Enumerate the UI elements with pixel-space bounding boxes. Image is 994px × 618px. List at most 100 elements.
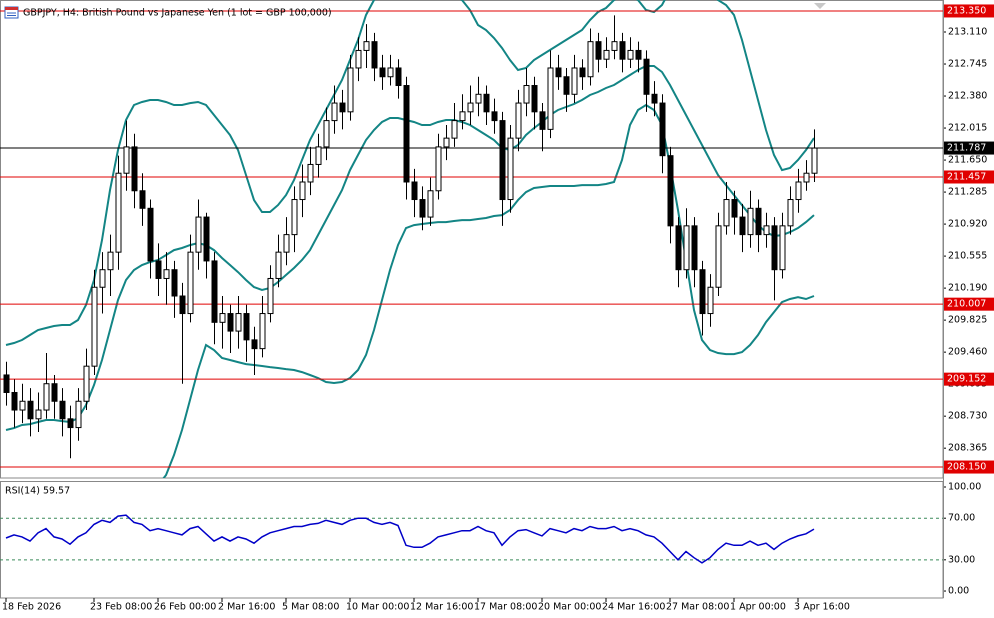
candle-body xyxy=(547,67,554,130)
candle-body xyxy=(659,102,666,157)
candle-body xyxy=(643,58,650,95)
candle-body xyxy=(99,269,106,288)
candle-body xyxy=(131,146,138,192)
candle-body xyxy=(763,225,770,236)
x-tick-label: 24 Mar 16:00 xyxy=(602,602,665,613)
candle-body xyxy=(523,85,530,104)
bollinger-band xyxy=(162,103,815,478)
candle-body xyxy=(299,181,306,201)
candle-body xyxy=(539,111,546,130)
y-tick-label: 209.460 xyxy=(948,347,987,358)
candle-body xyxy=(627,49,634,60)
candle-body xyxy=(355,49,362,69)
candle-body xyxy=(283,234,290,253)
bollinger-band xyxy=(5,65,815,431)
x-tick-label: 3 Apr 16:00 xyxy=(794,602,850,613)
candle-body xyxy=(595,41,602,60)
y-tick-label: 210.920 xyxy=(948,219,987,230)
candle-body xyxy=(795,181,802,201)
main-plot xyxy=(0,0,943,478)
candle-body xyxy=(371,41,378,69)
candle-body xyxy=(507,137,514,201)
candle-body xyxy=(75,400,82,429)
y-tick-label: 209.825 xyxy=(948,315,987,326)
rsi-pane xyxy=(0,481,944,599)
y-tick-label: 211.285 xyxy=(948,187,987,198)
candle-body xyxy=(563,76,570,95)
candle-body xyxy=(435,146,442,192)
y-tick-label: 213.110 xyxy=(948,27,987,38)
candle-body xyxy=(195,216,202,253)
price-label: 208.150 xyxy=(947,462,986,473)
candle-body xyxy=(235,313,242,332)
candle-body xyxy=(323,120,330,148)
y-tick-label: 212.745 xyxy=(948,59,987,70)
rsi-tick-label: 70.00 xyxy=(948,513,975,524)
price-label: 211.787 xyxy=(947,143,986,154)
candle-body xyxy=(203,216,210,262)
candle-body xyxy=(227,313,234,332)
price-label: 211.457 xyxy=(947,171,986,182)
y-tick-label: 210.555 xyxy=(948,251,987,262)
candle-body xyxy=(339,102,346,113)
x-tick-label: 17 Mar 08:00 xyxy=(474,602,537,613)
price-label: 209.152 xyxy=(947,374,986,385)
candle-body xyxy=(403,85,410,183)
y-tick-label: 212.380 xyxy=(948,91,987,102)
x-tick-label: 1 Apr 00:00 xyxy=(730,602,786,613)
candle-body xyxy=(83,365,90,402)
price-label-box xyxy=(944,460,994,474)
candle-body xyxy=(147,207,154,262)
candle-body xyxy=(555,67,562,78)
candle-body xyxy=(107,251,114,271)
candle-body xyxy=(395,67,402,87)
candle-body xyxy=(603,49,610,60)
candle-body xyxy=(259,313,266,350)
price-label-box xyxy=(944,170,994,184)
candle-body xyxy=(51,383,58,402)
candle-body xyxy=(27,400,34,420)
candle-body xyxy=(707,286,714,315)
price-label-box xyxy=(944,297,994,311)
price-label: 213.350 xyxy=(947,5,986,16)
candle-body xyxy=(491,111,498,122)
x-tick-label: 27 Mar 08:00 xyxy=(666,602,729,613)
x-tick-label: 26 Feb 00:00 xyxy=(154,602,216,613)
candle-body xyxy=(11,391,18,411)
candle-body xyxy=(43,383,50,411)
price-label: 210.007 xyxy=(947,299,986,310)
candle-body xyxy=(331,102,338,122)
rsi-tick-label: 30.00 xyxy=(948,554,975,565)
chart-title: GBPJPY, H4: British Pound vs Japanese Ye… xyxy=(23,8,332,19)
candle-body xyxy=(499,120,506,201)
candle-body xyxy=(451,120,458,139)
candle-body xyxy=(347,67,354,113)
candle-body xyxy=(443,137,450,148)
candle-body xyxy=(635,49,642,60)
x-tick-label: 2 Mar 16:00 xyxy=(218,602,275,613)
candle-body xyxy=(699,269,706,315)
candle-body xyxy=(171,269,178,297)
candle-body xyxy=(459,111,466,122)
candle-body xyxy=(483,93,490,113)
candle-body xyxy=(163,269,170,279)
y-tick-label: 212.015 xyxy=(948,123,987,134)
candle-body xyxy=(467,102,474,113)
candle-body xyxy=(243,313,250,341)
candle-body xyxy=(219,313,226,323)
candle-body xyxy=(811,147,818,174)
candle-body xyxy=(667,155,674,227)
candle-body xyxy=(115,172,122,253)
candle-body xyxy=(731,199,738,218)
candle-body xyxy=(723,199,730,227)
candle-body xyxy=(651,93,658,104)
candle-body xyxy=(307,163,314,183)
candle-body xyxy=(691,225,698,271)
candle-body xyxy=(419,199,426,218)
candle-body xyxy=(755,207,762,236)
x-tick-label: 23 Feb 08:00 xyxy=(90,602,152,613)
candle-body xyxy=(91,286,98,367)
candle-body xyxy=(779,225,786,271)
